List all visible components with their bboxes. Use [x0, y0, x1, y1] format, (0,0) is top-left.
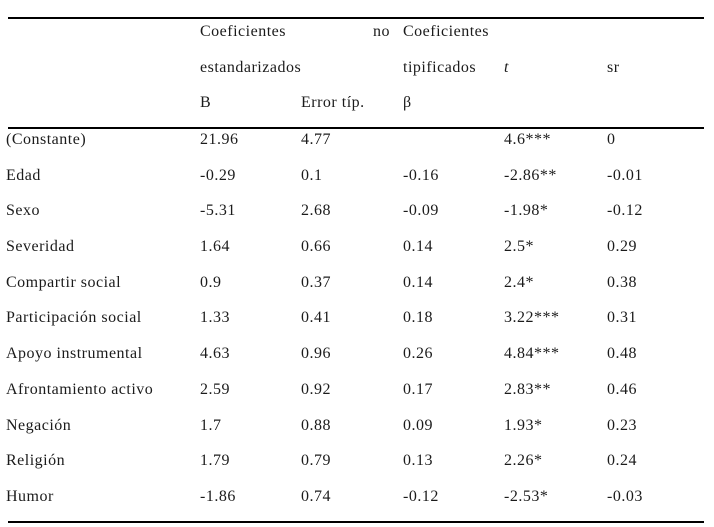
header-standardized-line2: tipificados	[403, 58, 477, 76]
header-beta: β	[403, 94, 412, 112]
table-header-rule	[8, 127, 704, 129]
cell-b: 1.33	[200, 309, 230, 327]
cell-label: Negación	[6, 416, 72, 434]
cell-se: 0.37	[301, 273, 331, 291]
table-row: Sexo -5.31 2.68 -0.09 -1.98* -0.12	[0, 200, 714, 236]
header-b: B	[200, 94, 212, 112]
cell-b: 0.9	[200, 273, 222, 291]
cell-sr: 0	[607, 131, 616, 148]
cell-beta: 0.13	[403, 452, 433, 470]
cell-b: 4.63	[200, 345, 230, 363]
cell-b: 1.79	[200, 452, 230, 470]
cell-b: 1.7	[200, 416, 222, 434]
cell-se: 0.1	[301, 166, 323, 184]
cell-se: 0.41	[301, 309, 331, 327]
cell-beta: 0.26	[403, 345, 433, 363]
cell-t: 3.22***	[504, 309, 560, 327]
cell-beta: -0.09	[403, 202, 439, 220]
cell-se: 0.92	[301, 380, 331, 398]
header-unstandardized-word2: no	[373, 23, 390, 40]
cell-label: Religión	[6, 452, 66, 470]
cell-b: 2.59	[200, 380, 230, 398]
header-standardized-line1: Coeficientes	[403, 23, 489, 40]
cell-beta: 0.14	[403, 273, 433, 291]
header-sr: sr	[607, 58, 620, 76]
table-row: (Constante) 21.96 4.77 4.6*** 0	[0, 129, 714, 165]
cell-sr: 0.24	[607, 452, 637, 470]
cell-sr: -0.03	[607, 487, 643, 505]
cell-b: -0.29	[200, 166, 236, 184]
cell-t: 4.84***	[504, 345, 560, 363]
cell-se: 0.79	[301, 452, 331, 470]
cell-t: -1.98*	[504, 202, 549, 220]
cell-sr: 0.29	[607, 238, 637, 256]
table-top-rule	[8, 17, 704, 19]
cell-label: Compartir social	[6, 273, 122, 291]
cell-se: 0.66	[301, 238, 331, 256]
cell-sr: 0.23	[607, 416, 637, 434]
cell-t: 2.26*	[504, 452, 543, 470]
cell-sr: -0.12	[607, 202, 643, 220]
cell-t: 2.4*	[504, 273, 534, 291]
cell-sr: 0.31	[607, 309, 637, 327]
cell-beta	[403, 129, 504, 165]
cell-sr: -0.01	[607, 166, 643, 184]
cell-sr: 0.48	[607, 345, 637, 363]
cell-t: 1.93*	[504, 416, 543, 434]
cell-beta: -0.16	[403, 166, 439, 184]
header-t: t	[504, 58, 509, 76]
cell-t: 2.5*	[504, 238, 534, 256]
table-body: (Constante) 21.96 4.77 4.6*** 0 Edad -0.…	[0, 129, 714, 522]
cell-beta: -0.12	[403, 487, 439, 505]
table-header: Coeficientes no Coeficientes estandariza…	[0, 20, 714, 127]
header-unstandardized-line1: Coeficientes no	[200, 20, 403, 56]
cell-label: (Constante)	[6, 131, 87, 148]
cell-label: Sexo	[6, 202, 40, 220]
table-row: Edad -0.29 0.1 -0.16 -2.86** -0.01	[0, 165, 714, 201]
cell-sr: 0.46	[607, 380, 637, 398]
table-row: Participación social 1.33 0.41 0.18 3.22…	[0, 307, 714, 343]
table-row: Apoyo instrumental 4.63 0.96 0.26 4.84**…	[0, 343, 714, 379]
cell-label: Participación social	[6, 309, 142, 327]
cell-label: Edad	[6, 166, 41, 184]
cell-label: Afrontamiento activo	[6, 380, 154, 398]
cell-b: 1.64	[200, 238, 230, 256]
cell-b: 21.96	[200, 131, 239, 148]
table-row: Negación 1.7 0.88 0.09 1.93* 0.23	[0, 415, 714, 451]
table-row: Humor -1.86 0.74 -0.12 -2.53* -0.03	[0, 486, 714, 522]
cell-t: -2.86**	[504, 166, 557, 184]
cell-beta: 0.09	[403, 416, 433, 434]
cell-label: Severidad	[6, 238, 75, 256]
cell-beta: 0.18	[403, 309, 433, 327]
cell-se: 2.68	[301, 202, 331, 220]
table-bottom-rule	[8, 521, 704, 523]
cell-sr: 0.38	[607, 273, 637, 291]
cell-label: Apoyo instrumental	[6, 345, 143, 363]
cell-se: 0.88	[301, 416, 331, 434]
table-row: Severidad 1.64 0.66 0.14 2.5* 0.29	[0, 236, 714, 272]
table-row: Compartir social 0.9 0.37 0.14 2.4* 0.38	[0, 272, 714, 308]
header-unstandardized-line2: estandarizados	[200, 58, 302, 76]
cell-beta: 0.14	[403, 238, 433, 256]
table-row: Religión 1.79 0.79 0.13 2.26* 0.24	[0, 450, 714, 486]
header-unstandardized-word1: Coeficientes	[200, 23, 286, 40]
cell-b: -5.31	[200, 202, 236, 220]
cell-se: 4.77	[301, 131, 331, 148]
header-std-error: Error típ.	[301, 94, 365, 112]
cell-t: 4.6***	[504, 131, 551, 148]
cell-se: 0.96	[301, 345, 331, 363]
cell-beta: 0.17	[403, 380, 433, 398]
cell-se: 0.74	[301, 487, 331, 505]
cell-label: Humor	[6, 487, 54, 505]
cell-t: -2.53*	[504, 487, 549, 505]
cell-b: -1.86	[200, 487, 236, 505]
cell-t: 2.83**	[504, 380, 551, 398]
table-row: Afrontamiento activo 2.59 0.92 0.17 2.83…	[0, 379, 714, 415]
